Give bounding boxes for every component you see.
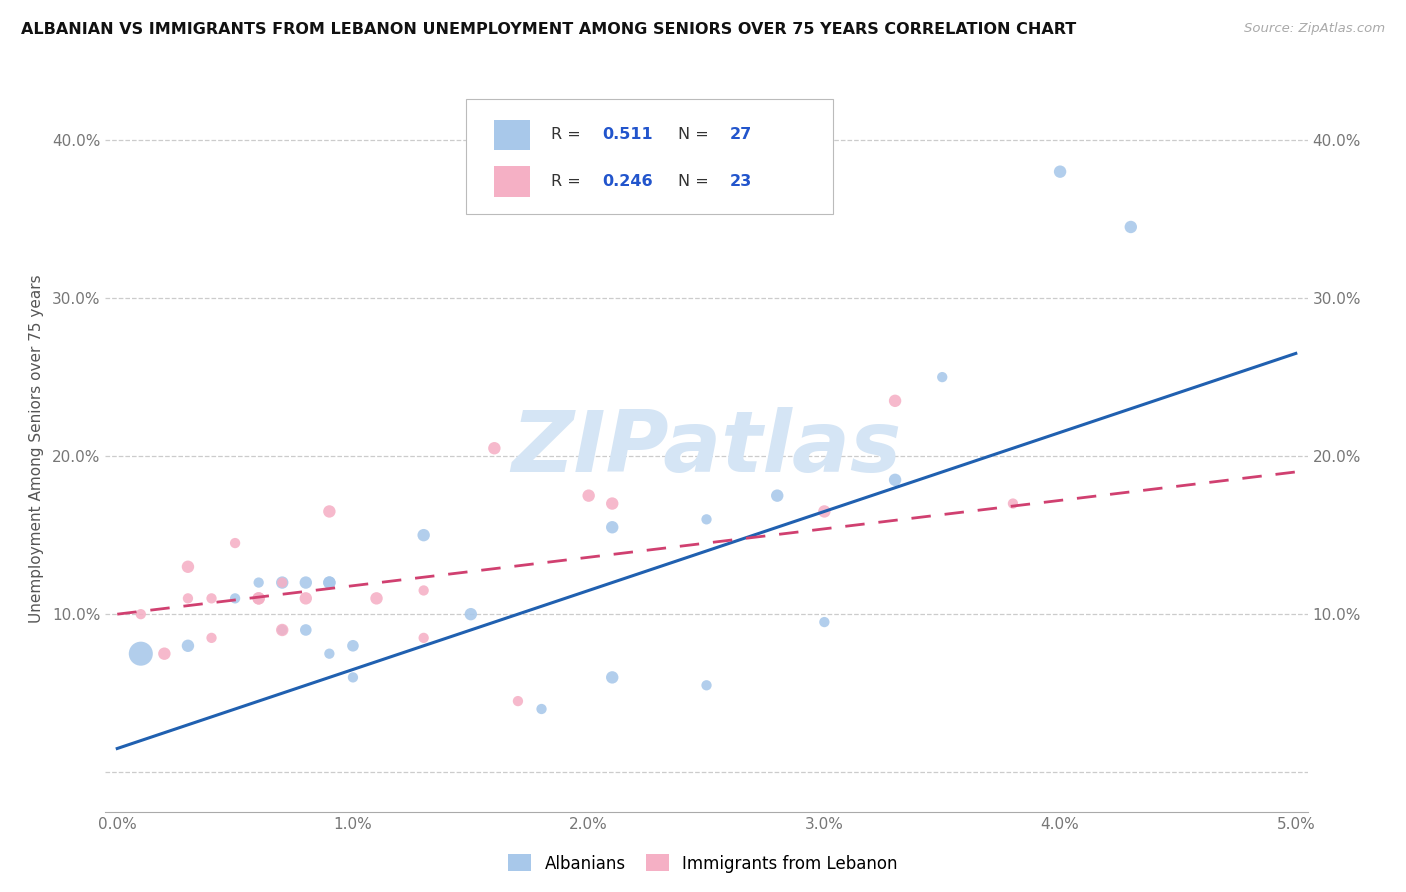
Point [600,497,623,511]
Text: N =: N = [678,128,709,143]
Point [600,520,623,534]
Point [484,442,506,456]
Point [412,528,434,542]
Text: ALBANIAN VS IMMIGRANTS FROM LEBANON UNEMPLOYMENT AMONG SENIORS OVER 75 YEARS COR: ALBANIAN VS IMMIGRANTS FROM LEBANON UNEM… [21,22,1077,37]
Point [366,591,388,606]
Point [129,607,152,622]
Point [412,631,434,645]
FancyBboxPatch shape [465,99,832,214]
Point [1049,164,1071,178]
Point [271,623,294,637]
Point [177,591,200,606]
Y-axis label: Unemployment Among Seniors over 75 years: Unemployment Among Seniors over 75 years [28,274,44,623]
Point [294,623,316,637]
Point [224,591,246,606]
Point [695,678,717,692]
Legend: Albanians, Immigrants from Lebanon: Albanians, Immigrants from Lebanon [502,847,904,880]
Point [200,631,222,645]
FancyBboxPatch shape [494,166,530,197]
Point [129,647,152,661]
Point [153,647,176,661]
Text: R =: R = [551,128,581,143]
Point [224,536,246,550]
Point [318,647,340,661]
Point [884,473,907,487]
Text: Source: ZipAtlas.com: Source: ZipAtlas.com [1244,22,1385,36]
FancyBboxPatch shape [494,120,530,150]
Point [600,670,623,684]
Point [294,575,316,590]
Point [318,575,340,590]
Point [813,504,835,518]
Point [1001,497,1024,511]
Point [177,639,200,653]
Text: R =: R = [551,174,581,189]
Point [342,670,364,684]
Point [247,591,270,606]
Point [578,489,600,503]
Point [271,575,294,590]
Point [813,615,835,629]
Text: 23: 23 [730,174,752,189]
Point [247,591,270,606]
Text: ZIPatlas: ZIPatlas [512,407,901,490]
Point [247,575,270,590]
Text: 0.511: 0.511 [602,128,652,143]
Point [318,504,340,518]
Point [412,583,434,598]
Point [766,489,789,503]
Point [506,694,529,708]
Point [460,607,482,622]
Text: 0.246: 0.246 [602,174,652,189]
Point [342,639,364,653]
Point [884,393,907,408]
Point [271,623,294,637]
Point [318,575,340,590]
Point [530,702,553,716]
Point [695,512,717,526]
Point [1119,219,1142,234]
Point [177,559,200,574]
Text: N =: N = [678,174,709,189]
Point [247,591,270,606]
Text: 27: 27 [730,128,752,143]
Point [200,591,222,606]
Point [294,591,316,606]
Point [931,370,953,384]
Point [271,575,294,590]
